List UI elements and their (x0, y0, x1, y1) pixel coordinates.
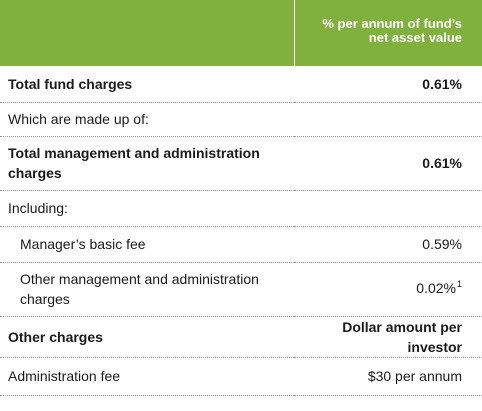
table-row-other-charges: Other charges Dollar amount per investor (0, 316, 482, 358)
row-value: 0.61% (294, 66, 482, 103)
header-column-label: % per annum of fund’s net asset value (294, 0, 482, 66)
table-row-managers-fee: Manager’s basic fee 0.59% (0, 226, 482, 263)
table-header-row: % per annum of fund’s net asset value (0, 0, 482, 66)
row-value: 0.02%1 (294, 262, 482, 317)
row-value-empty (294, 190, 482, 227)
table-row-total-fund-charges: Total fund charges 0.61% (0, 66, 482, 103)
table-row-admin-fee: Administration fee $30 per annum (0, 357, 482, 396)
row-label: Including: (0, 190, 294, 227)
row-label: Total fund charges (0, 66, 294, 103)
row-label: Other charges (0, 316, 294, 358)
header-empty-cell (0, 0, 295, 66)
table-row-total-mgmt-admin: Total management and administration char… (0, 136, 482, 191)
row-value: Dollar amount per investor (294, 316, 482, 358)
row-label: Manager’s basic fee (0, 226, 294, 263)
row-value: 0.61% (294, 136, 482, 191)
row-label: Total management and administration char… (0, 136, 294, 191)
row-value-text: 0.02% (416, 280, 456, 296)
row-label: Which are made up of: (0, 102, 294, 137)
row-label: Administration fee (0, 357, 294, 396)
row-label: Other management and administration char… (0, 262, 294, 317)
table-row-including: Including: (0, 190, 482, 227)
row-value: 0.59% (294, 226, 482, 263)
footnote-marker: 1 (456, 279, 462, 289)
fees-table: % per annum of fund’s net asset value To… (0, 0, 482, 396)
row-value: $30 per annum (294, 357, 482, 396)
table-row-made-up-of: Which are made up of: (0, 102, 482, 137)
table-row-other-mgmt: Other management and administration char… (0, 262, 482, 317)
row-value-empty (294, 102, 482, 137)
